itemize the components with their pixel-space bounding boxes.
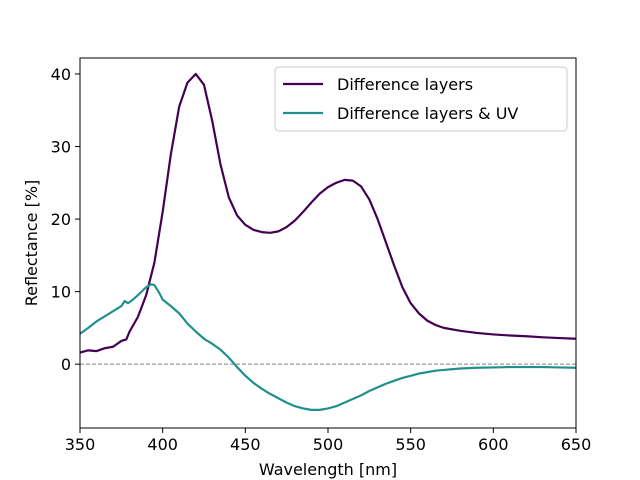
x-tick-label: 450 <box>230 435 261 454</box>
x-tick-label: 550 <box>395 435 426 454</box>
x-tick-label: 350 <box>65 435 96 454</box>
legend: Difference layers Difference layers & UV <box>274 66 568 132</box>
x-tick-label: 650 <box>561 435 592 454</box>
y-tick-label: 10 <box>51 283 71 302</box>
y-tick-label: 0 <box>61 355 71 374</box>
y-axis-title: Reflectance [%] <box>22 180 41 307</box>
x-tick-label: 400 <box>147 435 178 454</box>
legend-label-1: Difference layers <box>337 75 473 94</box>
x-tick-label: 500 <box>313 435 344 454</box>
series-line-1 <box>80 72 576 354</box>
x-axis-title: Wavelength [nm] <box>259 460 397 479</box>
axes: 350 400 450 500 550 600 650 0 10 20 30 40 <box>51 57 592 454</box>
plot-area <box>80 72 576 411</box>
legend-box <box>274 66 568 132</box>
y-tick-label: 20 <box>51 210 71 229</box>
series-line-2 <box>80 283 576 411</box>
x-tick-label: 600 <box>478 435 509 454</box>
y-tick-label: 40 <box>51 65 71 84</box>
y-tick-label: 30 <box>51 138 71 157</box>
legend-label-2: Difference layers & UV <box>337 104 518 123</box>
